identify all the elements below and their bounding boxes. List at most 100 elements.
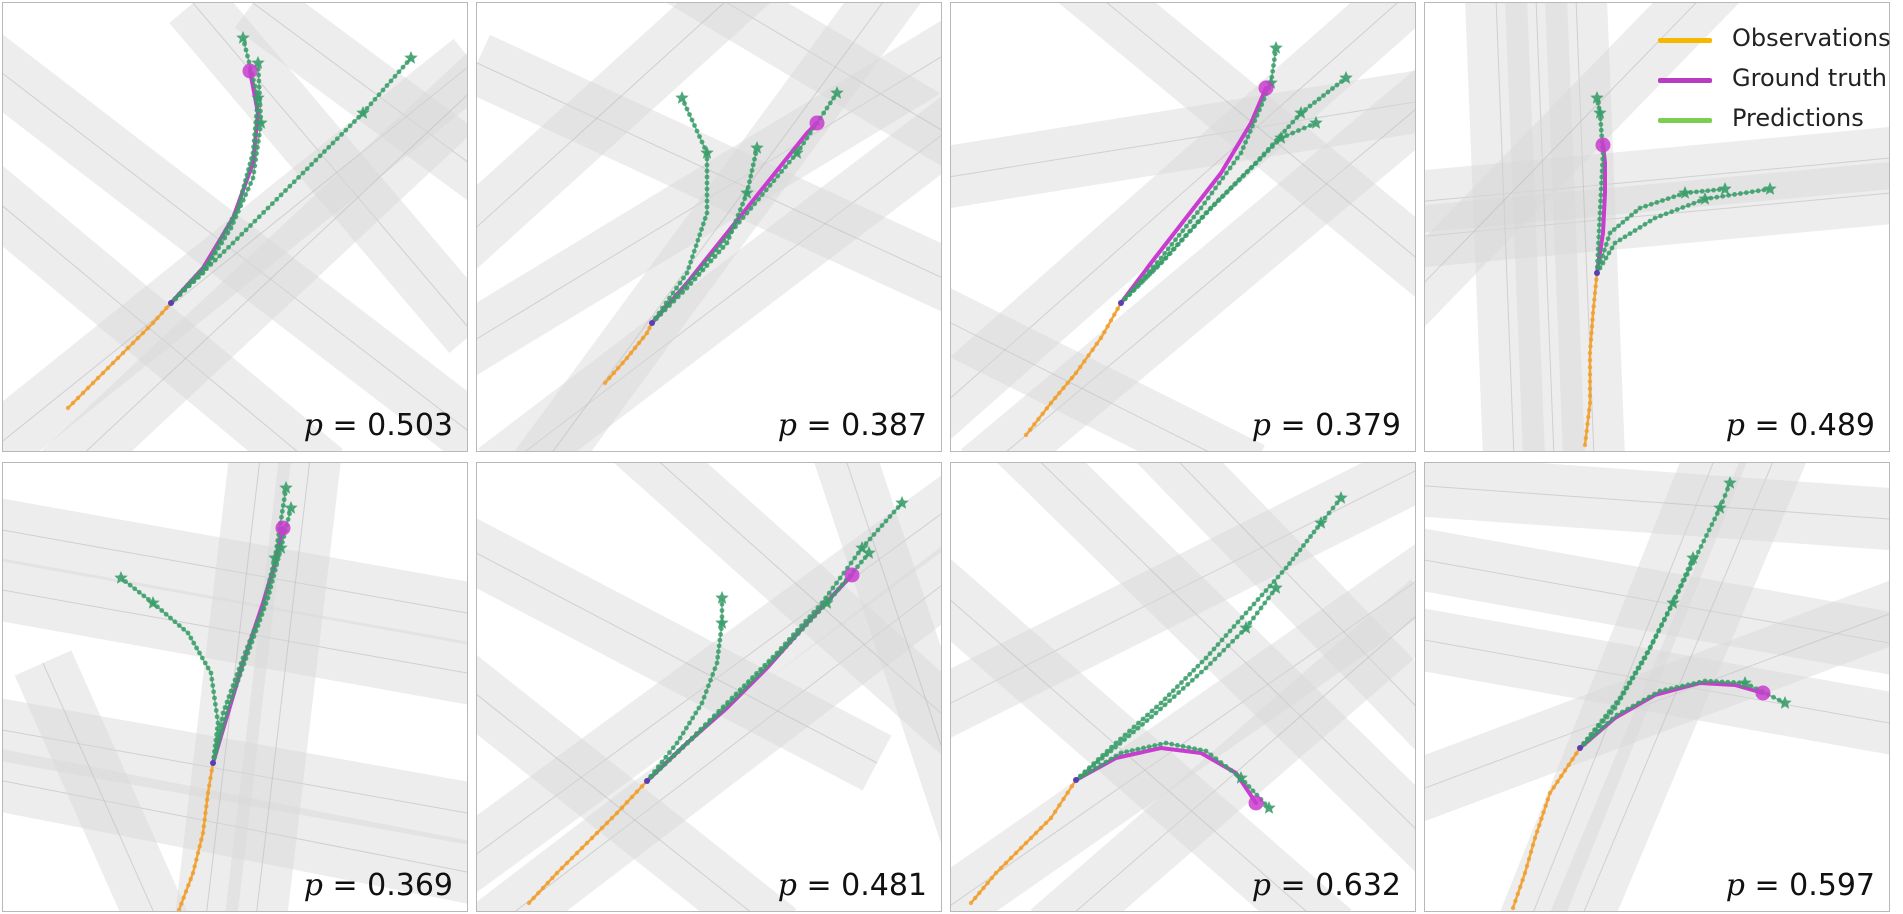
prediction-point [256,72,261,78]
prediction-point [339,132,344,137]
trajectory-panel: p = 0.597 [1424,462,1890,912]
ground-truth-line [1119,86,1268,305]
observation-point [1061,796,1066,802]
prediction-trajectory [1577,551,1700,751]
prediction-point [215,720,221,726]
observation-point [1108,318,1114,323]
prediction-point [713,247,719,253]
prediction-point [875,527,881,533]
prediction-point [1179,680,1184,685]
prediction-point [717,637,723,643]
prediction-trajectory [649,86,844,326]
observation-point [536,890,541,896]
prediction-trajectory [1118,41,1283,306]
prediction-trajectory [649,91,714,326]
observation-point [95,375,101,381]
prediction-point [239,231,245,237]
observation-point [1044,406,1050,411]
prediction-point [1290,119,1296,125]
observation-point [639,784,645,789]
observation-point [981,885,986,891]
prediction-point [1637,205,1643,211]
prediction-point [240,197,246,203]
prediction-point [779,169,785,174]
prediction-point [1674,207,1680,212]
prediction-point [1103,759,1109,765]
observation-point [1586,407,1592,413]
probability-symbol: p [1725,868,1745,903]
observation-point [1526,856,1532,862]
prediction-point [703,723,708,729]
prediction-point [235,208,241,214]
prediction-point [1275,574,1281,580]
lane-centerline [1425,613,1889,789]
observation-point [204,797,210,802]
prediction-point [702,145,707,150]
lane-layer [951,463,1415,911]
prediction-point [225,705,231,711]
lane-centerline [477,552,878,764]
prediction-point [208,670,214,676]
prediction-point [1213,756,1219,762]
scene-map [477,3,941,451]
prediction-point [1122,737,1127,742]
observation-point [604,820,610,826]
observation-point [75,395,81,401]
prediction-point [692,123,697,128]
prediction-point [1229,185,1234,190]
prediction-point [1712,516,1717,522]
prediction-point [204,266,209,272]
prediction-point [1203,748,1209,754]
prediction-point [1719,679,1725,685]
observation-point [569,855,575,861]
lane-centerline [951,3,1398,399]
observation-point [1077,364,1083,370]
prediction-point [716,649,721,654]
prediction-point [347,123,353,129]
observation-point [1590,317,1595,322]
prediction-point [1243,610,1249,616]
prediction-point [250,175,256,181]
prediction-point [1650,639,1656,645]
observation-point [208,775,213,781]
observation-point [1522,870,1528,876]
prediction-point [1272,51,1278,57]
prediction-point [330,140,336,146]
observation-point [531,895,536,901]
prediction-point [834,580,839,586]
prediction-point [1179,237,1185,243]
observation-point [1587,386,1593,391]
observation-point [1587,372,1593,377]
prediction-point [244,172,250,178]
probability-label: p = 0.489 [1726,408,1875,443]
prediction-point [256,84,262,90]
prediction-point [1187,219,1193,225]
prediction-point [243,47,249,53]
observation-point [550,875,555,881]
prediction-point [247,645,253,650]
prediction-point [1644,650,1650,656]
legend-item-ground-truth: Ground truth [1658,62,1896,102]
prediction-point [1603,713,1608,719]
prediction-waypoint-star [855,541,869,554]
ground-truth-endpoint [1248,795,1264,811]
prediction-point [1118,750,1124,756]
observation-point [1061,385,1066,391]
prediction-point [707,719,713,725]
observation-point [183,889,189,894]
prediction-point [1596,729,1601,734]
prediction-point [1304,538,1310,544]
prediction-point [265,595,271,601]
prediction-point [1678,583,1683,589]
prediction-point [259,612,265,617]
lane-centerline [951,581,1415,906]
observation-point [619,805,625,810]
scene-map [477,463,941,911]
observation-point [574,850,580,856]
prediction-point [1663,687,1669,693]
prediction-waypoint-star [675,91,689,104]
prediction-point [1301,543,1306,548]
prediction-point [1155,263,1161,269]
prediction-point [855,564,860,570]
prediction-point [214,726,220,732]
